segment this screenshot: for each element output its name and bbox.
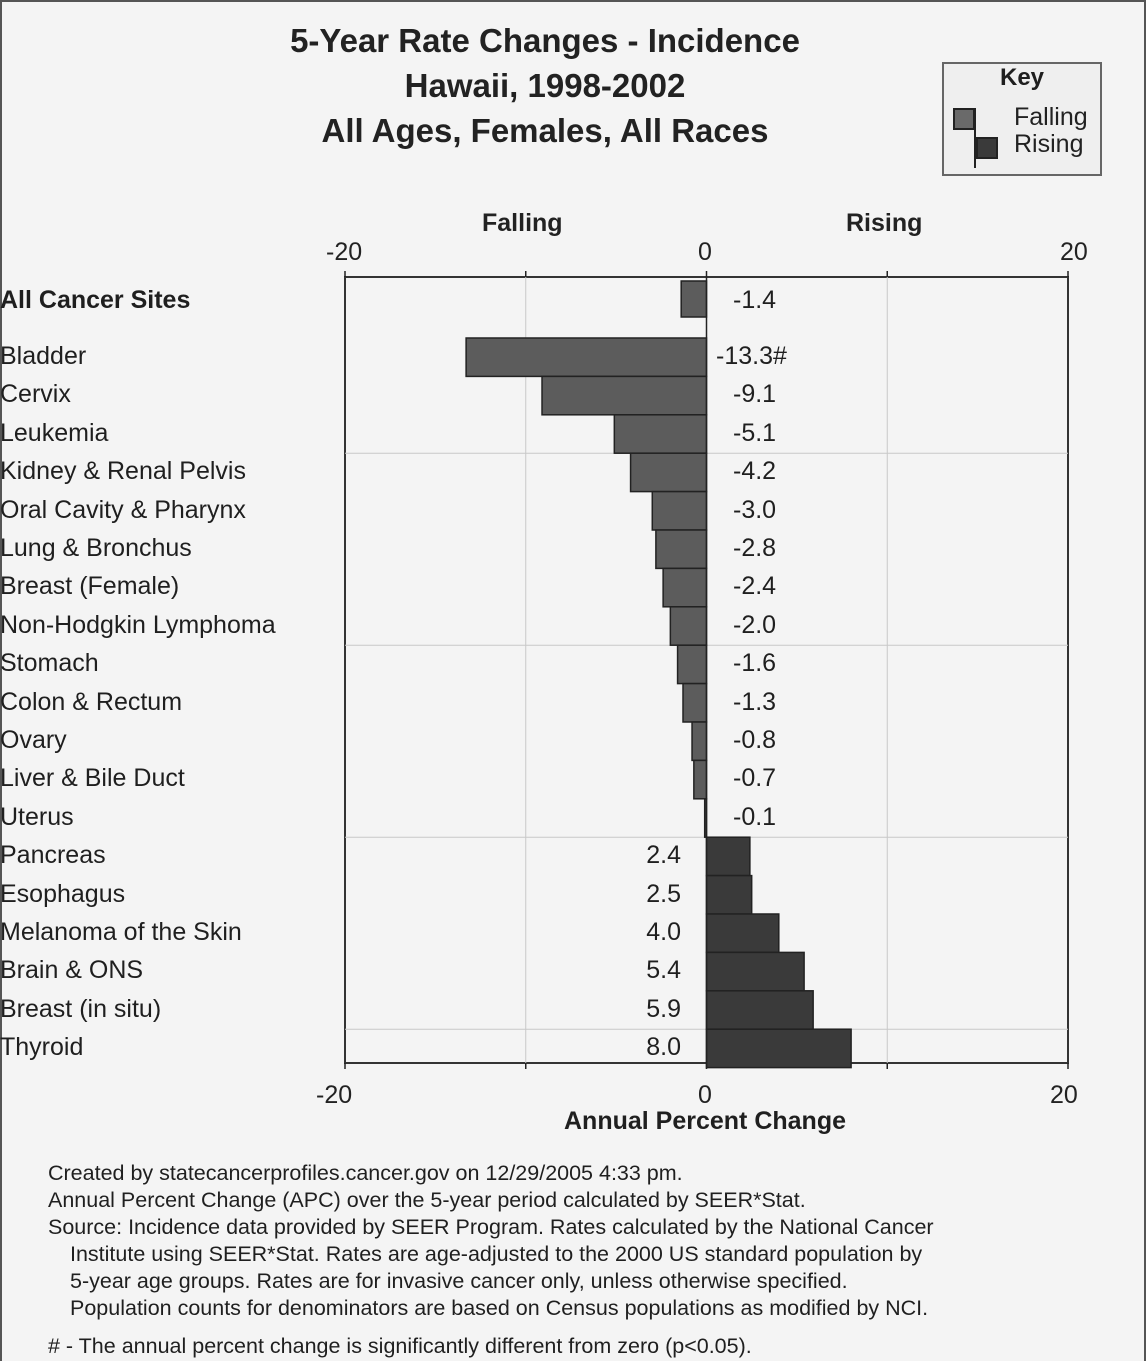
bar: [662, 567, 708, 608]
legend-title: Key: [999, 64, 1045, 91]
legend-rising-label: Rising: [1014, 130, 1084, 158]
category-label: Oral Cavity & Pharynx: [0, 495, 246, 524]
bar: [705, 836, 751, 877]
value-label: -2.8: [733, 534, 777, 562]
category-label: Bladder: [0, 342, 87, 370]
value-label: -3.0: [733, 495, 777, 524]
bar: [669, 606, 708, 646]
value-label: 8.0: [646, 1033, 681, 1062]
value-label: -0.7: [733, 764, 777, 793]
category-label: Uterus: [0, 802, 74, 831]
category-label: Kidney & Renal Pelvis: [0, 457, 246, 486]
bar: [629, 452, 708, 493]
legend-rising-swatch: [976, 137, 998, 159]
category-label: Thyroid: [0, 1033, 84, 1062]
bar: [705, 1028, 852, 1069]
category-label: Melanoma of the Skin: [0, 918, 242, 946]
falling-header: Falling: [482, 209, 563, 237]
value-label: -5.1: [733, 418, 777, 447]
chart-title-line-1: 5-Year Rate Changes - Incidence: [290, 22, 800, 59]
value-label: -4.2: [733, 457, 777, 486]
bar: [691, 721, 708, 762]
chart-title-line-2: Hawaii, 1998-2002: [404, 67, 686, 104]
value-label: 4.0: [646, 918, 681, 946]
bottom-tick-max: 20: [1050, 1081, 1078, 1109]
value-label: -13.3#: [716, 342, 787, 370]
bar: [705, 951, 805, 992]
bar: [613, 414, 708, 454]
value-label: -0.8: [733, 726, 777, 754]
note-source: Source: Incidence data provided by SEER …: [48, 1215, 934, 1239]
value-label-summary: -1.4: [733, 286, 777, 314]
category-label: Colon & Rectum: [0, 687, 183, 716]
note-source-cont-3: Population counts for denominators are b…: [70, 1296, 929, 1320]
value-label: 2.5: [646, 879, 681, 908]
top-tick-zero: 0: [698, 238, 712, 266]
note-significance: # - The annual percent change is signifi…: [48, 1334, 752, 1358]
value-label: -0.1: [733, 802, 777, 831]
bottom-tick-min: -20: [316, 1081, 353, 1109]
bar: [682, 682, 708, 723]
value-label: -1.3: [733, 687, 777, 716]
bottom-tick-zero: 0: [698, 1081, 712, 1109]
bar: [676, 644, 708, 685]
value-label: -1.6: [733, 649, 777, 678]
legend-falling-swatch: [953, 108, 975, 130]
category-label: Ovary: [0, 726, 67, 754]
bar: [693, 759, 708, 800]
value-label: 5.4: [646, 956, 681, 985]
bar: [705, 874, 753, 915]
note-apc: Annual Percent Change (APC) over the 5-y…: [48, 1188, 806, 1212]
bar: [705, 990, 814, 1030]
value-label: -2.0: [733, 610, 777, 639]
note-source-cont-1: Institute using SEER*Stat. Rates are age…: [70, 1242, 923, 1266]
chart-title-line-3: All Ages, Females, All Races: [321, 112, 769, 149]
top-tick-min: -20: [326, 238, 363, 266]
category-label: Breast (Female): [0, 572, 180, 601]
category-label: Cervix: [0, 380, 71, 409]
category-label: Non-Hodgkin Lymphoma: [0, 610, 276, 639]
value-label: -9.1: [733, 380, 777, 409]
category-label: Lung & Bronchus: [0, 534, 192, 562]
note-source-cont-2: 5-year age groups. Rates are for invasiv…: [70, 1269, 848, 1293]
category-label: Brain & ONS: [0, 956, 144, 985]
top-tick-max: 20: [1060, 238, 1088, 266]
legend-falling-label: Falling: [1014, 103, 1088, 131]
bar: [655, 529, 708, 570]
rising-header: Rising: [846, 209, 923, 237]
category-label: Liver & Bile Duct: [0, 764, 185, 793]
bar-summary: [680, 280, 708, 318]
category-label: Esophagus: [0, 879, 126, 908]
note-created: Created by statecancerprofiles.cancer.go…: [48, 1161, 683, 1185]
category-label: Leukemia: [0, 418, 109, 447]
bar: [465, 337, 708, 378]
category-label: Breast (in situ): [0, 994, 162, 1023]
legend-connector: [974, 108, 976, 168]
value-label: 5.9: [646, 994, 681, 1023]
value-label: 2.4: [646, 841, 681, 870]
category-label: Stomach: [0, 649, 99, 678]
bar: [541, 375, 708, 416]
category-label: Pancreas: [0, 841, 106, 870]
category-label-summary: All Cancer Sites: [0, 286, 191, 314]
bar: [705, 913, 780, 954]
x-axis-label: Annual Percent Change: [564, 1107, 846, 1135]
value-label: -2.4: [733, 572, 777, 601]
bar: [651, 490, 708, 531]
